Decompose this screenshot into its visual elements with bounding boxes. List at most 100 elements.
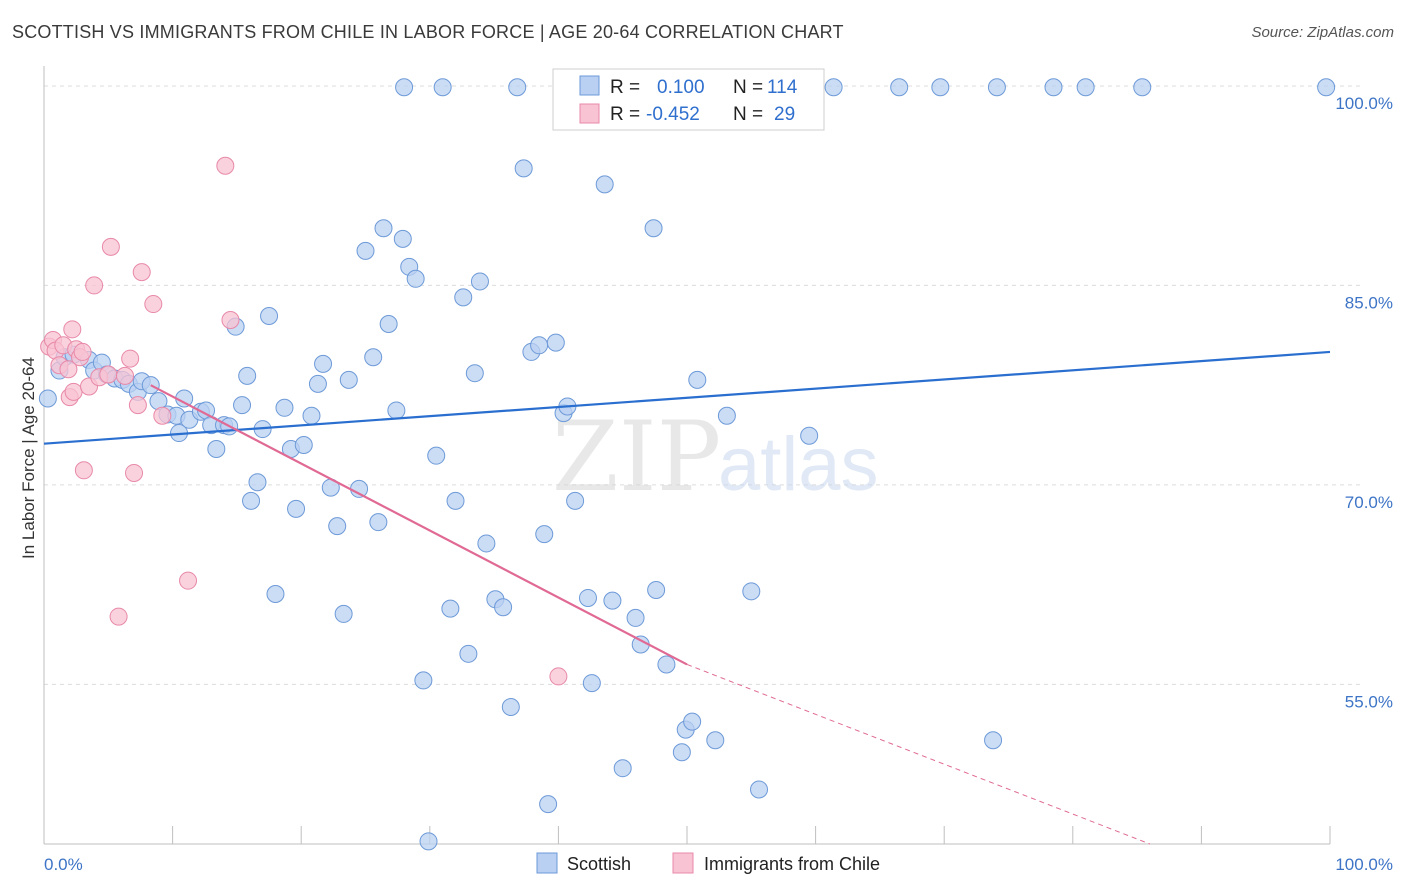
scottish-point-63 [465,364,484,383]
scottish-point-48 [369,513,388,532]
legend-r-value-1: 0.100 [657,77,705,98]
source-label: Source: ZipAtlas.com [1251,24,1394,41]
trend-line-chile [150,384,688,666]
chile-point-16 [99,365,118,384]
series-scottish [38,78,1336,851]
legend-r-label-2: R = [610,104,640,125]
chile-point-14 [85,276,104,295]
legend-n-label-2: N = [733,104,763,125]
series-chile [40,156,568,686]
scottish-point-60 [446,491,465,510]
legend-swatch-chile [579,103,600,124]
scottish-point-73 [535,525,554,544]
chile-point-20 [121,349,140,368]
scottish-point-34 [275,398,294,417]
scottish-point-82 [603,591,622,610]
scottish-point-109 [1317,78,1336,97]
scottish-point-32 [260,307,279,326]
scottish-point-55 [414,671,433,690]
chile-point-21 [125,463,144,482]
scottish-point-107 [1076,78,1095,97]
chile-point-24 [144,295,163,314]
chile-point-29 [549,667,568,686]
y-axis-label: In Labor Force | Age 20-64 [19,357,38,559]
scottish-point-51 [387,401,406,420]
legend-n-value-2: 29 [774,104,795,125]
scottish-point-65 [477,534,496,553]
trend-line-scottish [43,350,1331,445]
scottish-point-52 [393,229,412,248]
scottish-point-78 [566,491,585,510]
chile-point-8 [64,382,83,401]
scottish-point-103 [931,78,950,97]
scottish-point-105 [987,78,1006,97]
scottish-point-88 [647,580,666,599]
chile-point-28 [221,311,240,330]
scottish-point-83 [613,759,632,778]
scottish-point-80 [582,674,601,693]
scottish-point-61 [454,288,473,307]
scottish-point-101 [824,78,843,97]
scottish-point-27 [233,396,252,415]
scottish-point-89 [657,655,676,674]
scottish-point-36 [287,499,306,518]
scottish-point-67 [494,598,513,617]
x-tick-label-max: 100.0% [1335,855,1393,874]
scottish-point-97 [742,582,761,601]
scottish-point-75 [546,333,565,352]
chile-point-5 [59,360,78,379]
chile-point-26 [179,571,198,590]
legend-box: R = 0.100 N = 114 R = -0.452 N = 29 [552,68,825,131]
scottish-point-94 [688,370,707,389]
scottish-point-81 [595,175,614,194]
trend-line-chile-extension [686,663,1151,845]
scottish-point-49 [374,219,393,238]
x-tick-labels: 0.0% 100.0% [44,855,1393,874]
scottish-point-100 [800,426,819,445]
scottish-point-43 [334,604,353,623]
bottom-legend-label-chile: Immigrants from Chile [704,854,880,874]
y-tick-labels: 55.0% 70.0% 85.0% 100.0% [1335,94,1393,711]
y-tick-label-1: 70.0% [1345,493,1393,512]
scottish-point-0 [38,389,57,408]
scottish-point-95 [706,731,725,750]
scottish-point-38 [302,406,321,425]
chile-point-12 [74,461,93,480]
bottom-legend-swatch-chile [672,852,694,874]
scottish-point-58 [433,78,452,97]
scottish-point-72 [530,336,549,355]
scottish-point-64 [470,272,489,291]
x-tick-label-min: 0.0% [44,855,83,874]
chile-point-27 [216,156,235,175]
scottish-point-96 [717,406,736,425]
chile-point-22 [128,396,147,415]
scottish-point-104 [984,731,1003,750]
chile-point-18 [109,607,128,626]
y-tick-label-0: 55.0% [1345,692,1393,711]
legend-n-value-1: 114 [767,77,798,98]
bottom-legend-swatch-scottish [536,852,558,874]
scottish-point-23 [207,440,226,459]
scottish-point-102 [890,78,909,97]
legend-n-label-1: N = [733,77,763,98]
legend-r-value-2: -0.452 [646,104,700,125]
y-tick-label-3: 100.0% [1335,94,1393,113]
watermark-atlas: atlas [718,422,879,507]
scottish-point-46 [356,241,375,260]
chile-point-23 [132,263,151,282]
scottish-point-69 [508,78,527,97]
scottish-point-108 [1133,78,1152,97]
scottish-point-110 [395,78,414,97]
chile-point-25 [153,406,172,425]
legend-swatch-scottish [579,75,600,96]
legend-r-label-1: R = [610,77,640,98]
trend-lines [43,350,1331,845]
scottish-point-85 [626,608,645,627]
chart-title: SCOTTISH VS IMMIGRANTS FROM CHILE IN LAB… [12,22,844,42]
scottish-point-93 [683,712,702,731]
chile-point-19 [116,366,135,385]
scottish-point-44 [339,370,358,389]
scottish-point-62 [459,644,478,663]
scottish-point-57 [427,446,446,465]
